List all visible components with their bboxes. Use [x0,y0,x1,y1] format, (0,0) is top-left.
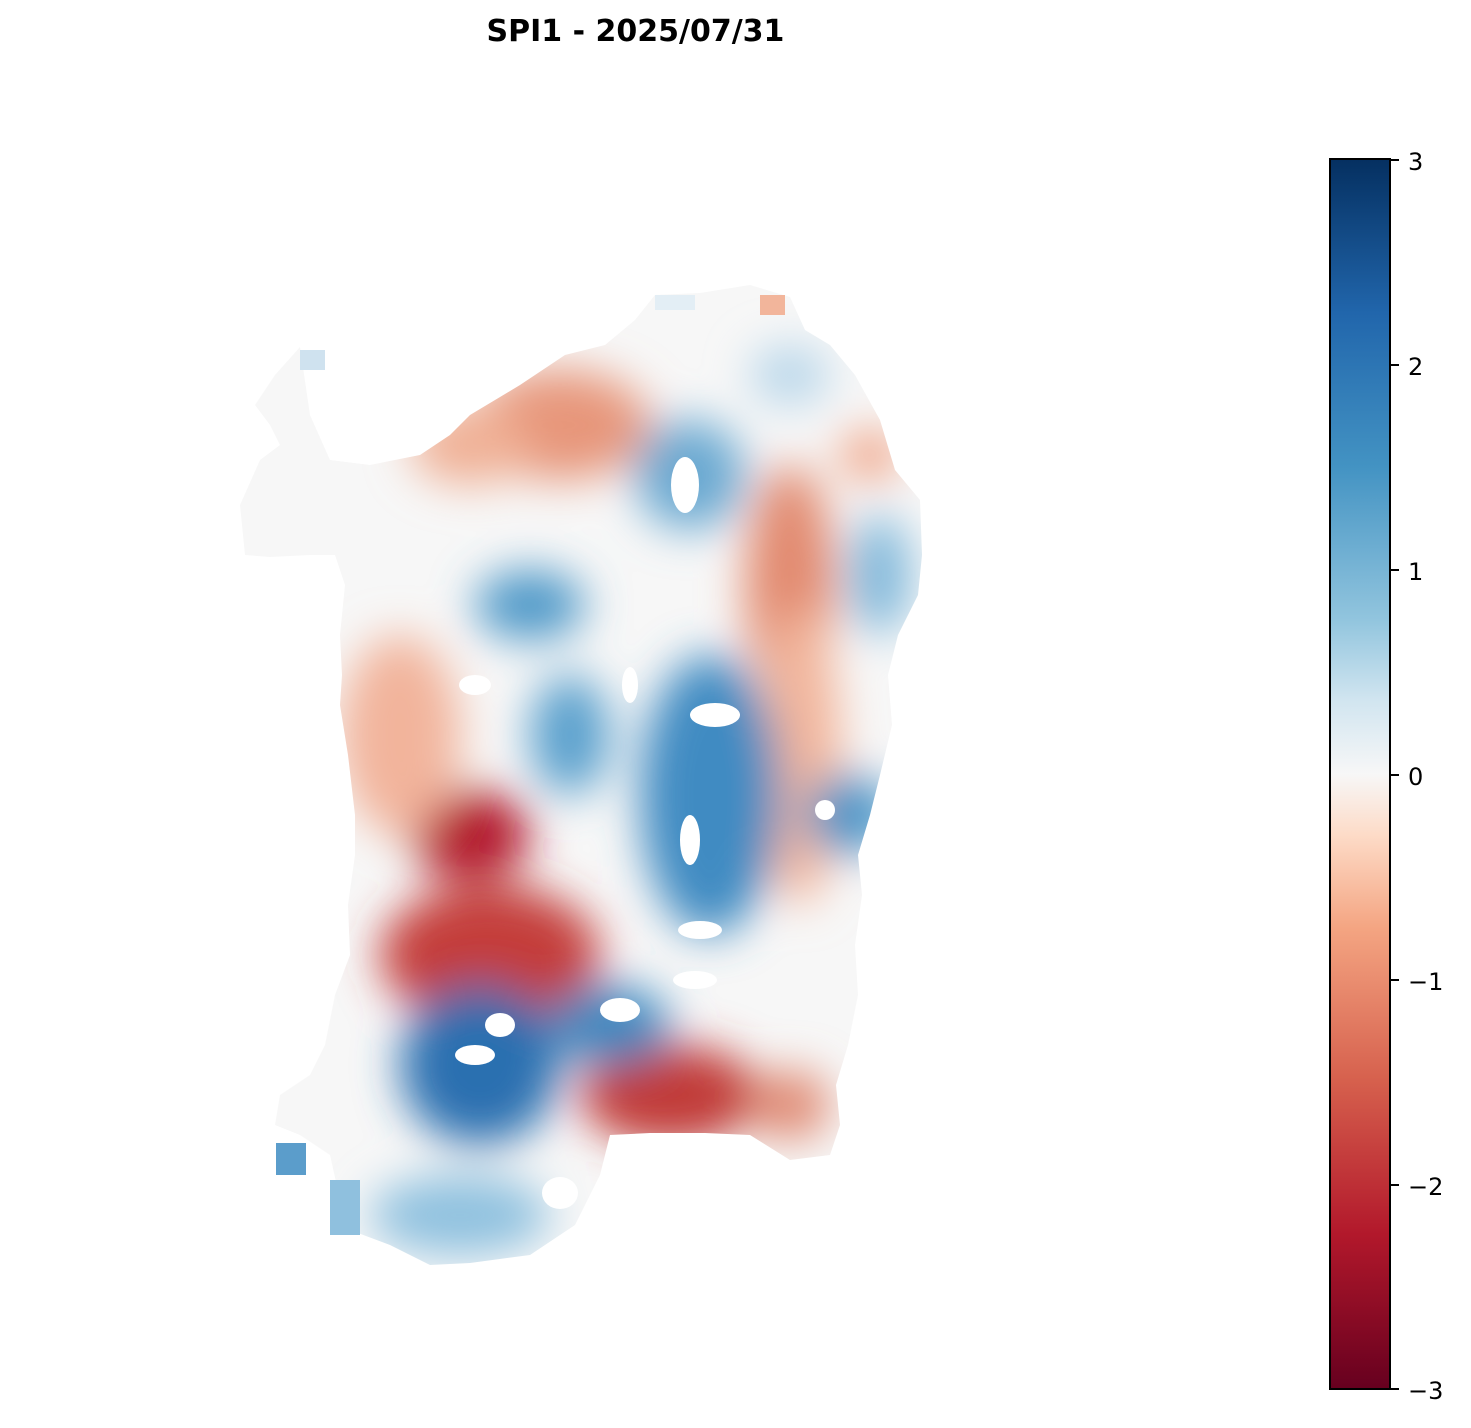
colorbar-tick [1390,1388,1399,1390]
colorbar-tick-label: 2 [1408,353,1424,381]
colorbar [1329,158,1391,1390]
colorbar-tick [1390,569,1399,571]
colorbar-tick [1390,774,1399,776]
colorbar-tick-label: 0 [1408,763,1424,791]
colorbar-tick [1390,159,1399,161]
colorbar-tick-label: −2 [1408,1173,1444,1201]
colorbar-tick [1390,979,1399,981]
spi-map [240,285,922,1265]
colorbar-tick-label: −3 [1408,1377,1444,1405]
colorbar-tick-label: −1 [1408,968,1444,996]
colorbar-tick-label: 1 [1408,558,1424,586]
colorbar-tick-label: 3 [1408,148,1424,176]
colorbar-tick [1390,364,1399,366]
page-title: SPI1 - 2025/07/31 [486,14,785,49]
colorbar-tick [1390,1184,1399,1186]
